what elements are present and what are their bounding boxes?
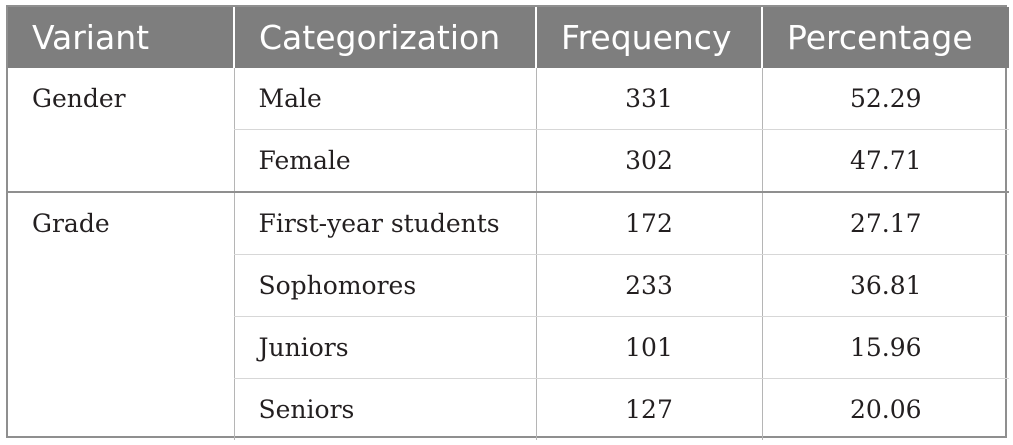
table-header: Variant Categorization Frequency Percent… xyxy=(8,7,1009,68)
table-row: Seniors 127 20.06 xyxy=(8,378,1009,440)
frequency-cell: 101 xyxy=(535,316,762,379)
frequency-cell: 233 xyxy=(535,254,762,317)
frequency-cell: 302 xyxy=(535,129,762,193)
percentage-cell: 52.29 xyxy=(761,68,1009,130)
table-row: Juniors 101 15.96 xyxy=(8,316,1009,379)
percentage-cell: 27.17 xyxy=(761,192,1009,255)
table-body: Gender Male 331 52.29 Female 302 47.71 G… xyxy=(8,68,1009,440)
variant-cell-grade: Grade xyxy=(32,209,110,238)
category-cell: Sophomores xyxy=(233,254,536,317)
data-table-container: Variant Categorization Frequency Percent… xyxy=(6,5,1009,440)
variant-cell-gender: Gender xyxy=(8,68,234,193)
header-frequency: Frequency xyxy=(535,7,762,68)
frequency-cell: 331 xyxy=(535,68,762,130)
header-row: Variant Categorization Frequency Percent… xyxy=(8,7,1009,68)
demographics-table: Variant Categorization Frequency Percent… xyxy=(8,7,1009,440)
category-cell: Seniors xyxy=(233,378,536,440)
header-percentage: Percentage xyxy=(761,7,1009,68)
frequency-cell: 172 xyxy=(535,192,762,255)
category-cell: Female xyxy=(233,129,536,193)
frequency-cell: 127 xyxy=(535,378,762,440)
category-cell: Male xyxy=(233,68,536,130)
table-row: Grade First-year students 172 27.17 xyxy=(8,192,1009,255)
category-cell: First-year students xyxy=(233,192,536,255)
category-cell: Juniors xyxy=(233,316,536,379)
percentage-cell: 36.81 xyxy=(761,254,1009,317)
table-row: Female 302 47.71 xyxy=(8,129,1009,193)
table-row: Gender Male 331 52.29 xyxy=(8,68,1009,193)
percentage-cell: 15.96 xyxy=(761,316,1009,379)
percentage-cell: 47.71 xyxy=(761,129,1009,193)
table-row: Sophomores 233 36.81 xyxy=(8,254,1009,317)
percentage-cell: 20.06 xyxy=(761,378,1009,440)
header-variant: Variant xyxy=(8,7,234,68)
header-categorization: Categorization xyxy=(233,7,536,68)
